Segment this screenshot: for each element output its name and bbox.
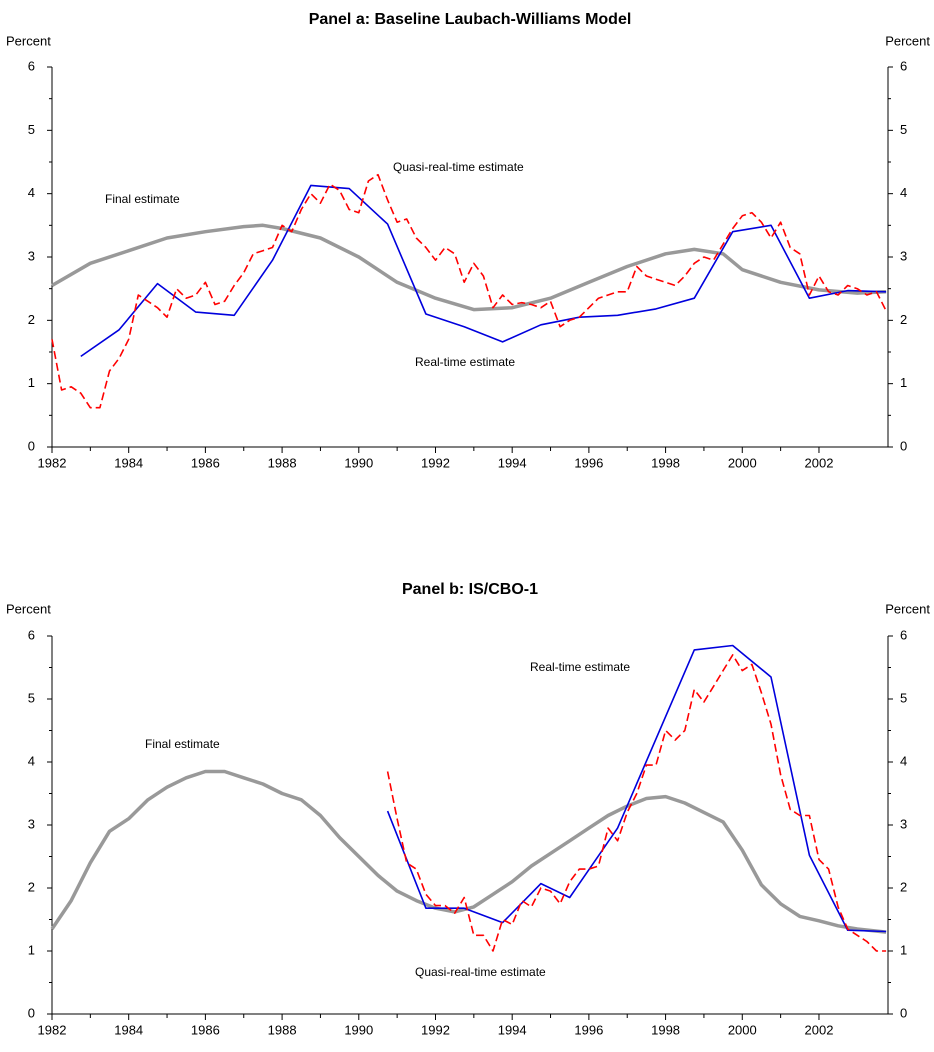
x-tick-label: 2000 — [728, 1022, 757, 1037]
x-tick-label: 1996 — [574, 455, 603, 470]
data-line — [386, 654, 887, 952]
y2-tick-label: 1 — [900, 375, 907, 390]
y-tick-label: 0 — [28, 438, 35, 453]
y-tick-label: 4 — [28, 185, 35, 200]
x-tick-label: 1986 — [191, 455, 220, 470]
x-tick-label: 1992 — [421, 1022, 450, 1037]
x-tick-label: 1990 — [344, 455, 373, 470]
x-tick-label: 1994 — [498, 455, 527, 470]
y-tick-label: 2 — [28, 312, 35, 327]
y2-tick-label: 5 — [900, 122, 907, 137]
data-line — [80, 184, 887, 358]
x-tick-label: 1988 — [268, 1022, 297, 1037]
x-tick-label: 1996 — [574, 1022, 603, 1037]
y2-tick-label: 5 — [900, 690, 907, 705]
y-tick-label: 5 — [28, 690, 35, 705]
y-tick-label: 3 — [28, 248, 35, 263]
x-tick-label: 1982 — [38, 1022, 67, 1037]
series-label: Quasi-real-time estimate — [393, 160, 524, 174]
y2-tick-label: 0 — [900, 1005, 907, 1020]
x-tick-label: 2002 — [805, 455, 834, 470]
series-label: Real-time estimate — [530, 660, 630, 674]
y2-tick-label: 6 — [900, 58, 907, 73]
x-tick-label: 1984 — [114, 455, 143, 470]
y-tick-label: 3 — [28, 816, 35, 831]
y-tick-label: 1 — [28, 942, 35, 957]
y-tick-label: 1 — [28, 375, 35, 390]
x-tick-label: 1986 — [191, 1022, 220, 1037]
y2-tick-label: 6 — [900, 627, 907, 642]
series-label: Final estimate — [105, 192, 180, 206]
data-line — [51, 223, 887, 312]
data-line — [50, 769, 887, 934]
y-tick-label: 6 — [28, 58, 35, 73]
data-line — [386, 644, 887, 933]
y2-tick-label: 1 — [900, 942, 907, 957]
y2-tick-label: 4 — [900, 753, 907, 768]
x-tick-label: 2000 — [728, 455, 757, 470]
x-tick-label: 1990 — [344, 1022, 373, 1037]
panel: Panel a: Baseline Laubach-Williams Model… — [6, 11, 930, 470]
y-tick-label: 4 — [28, 753, 35, 768]
x-tick-label: 1988 — [268, 455, 297, 470]
y2-tick-label: 4 — [900, 185, 907, 200]
y2-tick-label: 3 — [900, 816, 907, 831]
panel: Panel b: IS/CBO-1 Percent Percent 0 0 1 1 2 2 3 3 4… — [6, 581, 930, 1037]
y2-tick-label: 2 — [900, 879, 907, 894]
x-tick-label: 1992 — [421, 455, 450, 470]
series-label: Real-time estimate — [415, 355, 515, 369]
series-label: Final estimate — [145, 737, 220, 751]
chart-title: Panel a: Baseline Laubach-Williams Model — [309, 11, 632, 28]
x-tick-label: 1994 — [498, 1022, 527, 1037]
x-tick-label: 1998 — [651, 1022, 680, 1037]
series-label: Quasi-real-time estimate — [415, 965, 546, 979]
y2-tick-label: 2 — [900, 312, 907, 327]
y-axis-label: Percent — [6, 601, 51, 616]
y2-axis-label: Percent — [885, 601, 930, 616]
data-line — [51, 173, 887, 409]
x-tick-label: 1984 — [114, 1022, 143, 1037]
y2-axis-label: Percent — [885, 33, 930, 48]
y-tick-label: 6 — [28, 627, 35, 642]
y2-tick-label: 3 — [900, 248, 907, 263]
y-tick-label: 2 — [28, 879, 35, 894]
x-tick-label: 2002 — [805, 1022, 834, 1037]
y-axis-label: Percent — [6, 33, 51, 48]
y-tick-label: 0 — [28, 1005, 35, 1020]
chart-title: Panel b: IS/CBO-1 — [402, 581, 538, 598]
x-tick-label: 1982 — [38, 455, 67, 470]
y2-tick-label: 0 — [900, 438, 907, 453]
y-tick-label: 5 — [28, 122, 35, 137]
x-tick-label: 1998 — [651, 455, 680, 470]
